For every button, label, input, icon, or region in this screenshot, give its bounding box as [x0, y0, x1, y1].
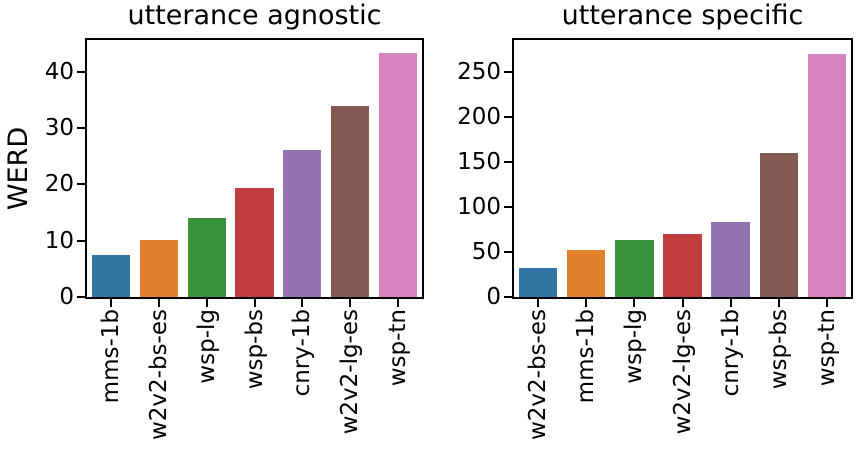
bar-wsp-bs — [235, 187, 274, 297]
y-tick-label: 30 — [44, 114, 74, 141]
chart-title-utterance-specific: utterance specific — [561, 0, 804, 31]
bar-wsp-tn — [807, 54, 847, 297]
bar-wsp-lg — [187, 218, 226, 297]
x-tick-mark — [537, 299, 540, 307]
x-tick-mark — [205, 299, 208, 307]
bar-cnry-1b — [283, 150, 322, 297]
x-tick-label-w2v2-bs-es: w2v2-bs-es — [145, 309, 172, 441]
x-tick-label-wsp-lg: wsp-lg — [193, 309, 220, 384]
x-tick-mark — [585, 299, 588, 307]
bar-mms-1b — [566, 250, 606, 297]
y-tick-label: 0 — [59, 284, 74, 310]
x-tick-mark — [777, 299, 780, 307]
x-tick-mark — [253, 299, 256, 307]
bar-w2v2-lg-es — [663, 234, 702, 297]
y-tick-label: 0 — [486, 284, 501, 310]
bar-w2v2-lg-es — [331, 105, 370, 297]
y-tick-label: 150 — [457, 149, 501, 176]
y-tick-label: 200 — [457, 104, 501, 131]
y-tick-mark — [77, 70, 85, 73]
y-tick-mark — [504, 161, 512, 164]
bar-wsp-tn — [378, 52, 418, 297]
plot-area-utterance-specific: 0 50 100 150 200 250 w2v2-bs-es mms-1b wsp-lg w2v… — [457, 38, 853, 440]
x-tick-mark — [301, 299, 304, 307]
y-tick-label: 40 — [44, 58, 74, 85]
x-tick-label-cnry-1b: cnry-1b — [289, 309, 316, 397]
x-tick-mark — [633, 299, 636, 307]
x-tick-label-wsp-tn: wsp-tn — [385, 309, 412, 387]
bar-cnry-1b — [711, 222, 750, 297]
chart-title-utterance-agnostic: utterance agnostic — [127, 0, 382, 31]
y-tick-label: 10 — [44, 227, 74, 254]
x-tick-label-mms-1b: mms-1b — [573, 309, 600, 404]
y-tick-mark — [77, 239, 85, 242]
x-tick-label-wsp-tn: wsp-tn — [813, 309, 840, 387]
bar-wsp-bs — [759, 153, 799, 297]
x-tick-mark — [729, 299, 732, 307]
y-tick-mark — [504, 71, 512, 74]
x-tick-label-cnry-1b: cnry-1b — [717, 309, 744, 397]
y-tick-label: 100 — [457, 194, 501, 221]
x-tick-mark — [681, 299, 684, 307]
y-tick-mark — [504, 296, 512, 298]
y-tick-mark — [504, 251, 512, 254]
x-tick-label-w2v2-lg-es: w2v2-lg-es — [337, 309, 364, 435]
plot-area-utterance-agnostic: 0 10 20 30 40 mms-1b w2v2-bs-es wsp-lg wsp-bs cnr… — [45, 38, 424, 440]
x-tick-label-wsp-lg: wsp-lg — [621, 309, 648, 384]
x-tick-mark — [157, 299, 160, 307]
y-tick-label: 20 — [44, 171, 74, 198]
x-tick-label-wsp-bs: wsp-bs — [241, 309, 268, 390]
y-tick-label: 250 — [457, 59, 501, 86]
x-tick-label-w2v2-lg-es: w2v2-lg-es — [669, 309, 696, 435]
y-tick-label: 50 — [471, 239, 501, 266]
bar-mms-1b — [91, 255, 131, 297]
y-tick-mark — [77, 126, 85, 129]
bar-wsp-lg — [615, 240, 654, 297]
x-tick-label-wsp-bs: wsp-bs — [765, 309, 792, 390]
x-tick-mark — [825, 299, 828, 307]
y-tick-mark — [77, 296, 85, 298]
y-tick-mark — [504, 116, 512, 119]
x-tick-label-mms-1b: mms-1b — [97, 309, 124, 404]
x-tick-mark — [109, 299, 112, 307]
y-tick-mark — [504, 206, 512, 209]
x-tick-label-w2v2-bs-es: w2v2-bs-es — [525, 309, 552, 441]
y-tick-mark — [77, 183, 85, 186]
bar-w2v2-bs-es — [139, 240, 178, 297]
bar-w2v2-bs-es — [518, 268, 558, 297]
x-tick-mark — [349, 299, 352, 307]
x-tick-mark — [397, 299, 400, 307]
